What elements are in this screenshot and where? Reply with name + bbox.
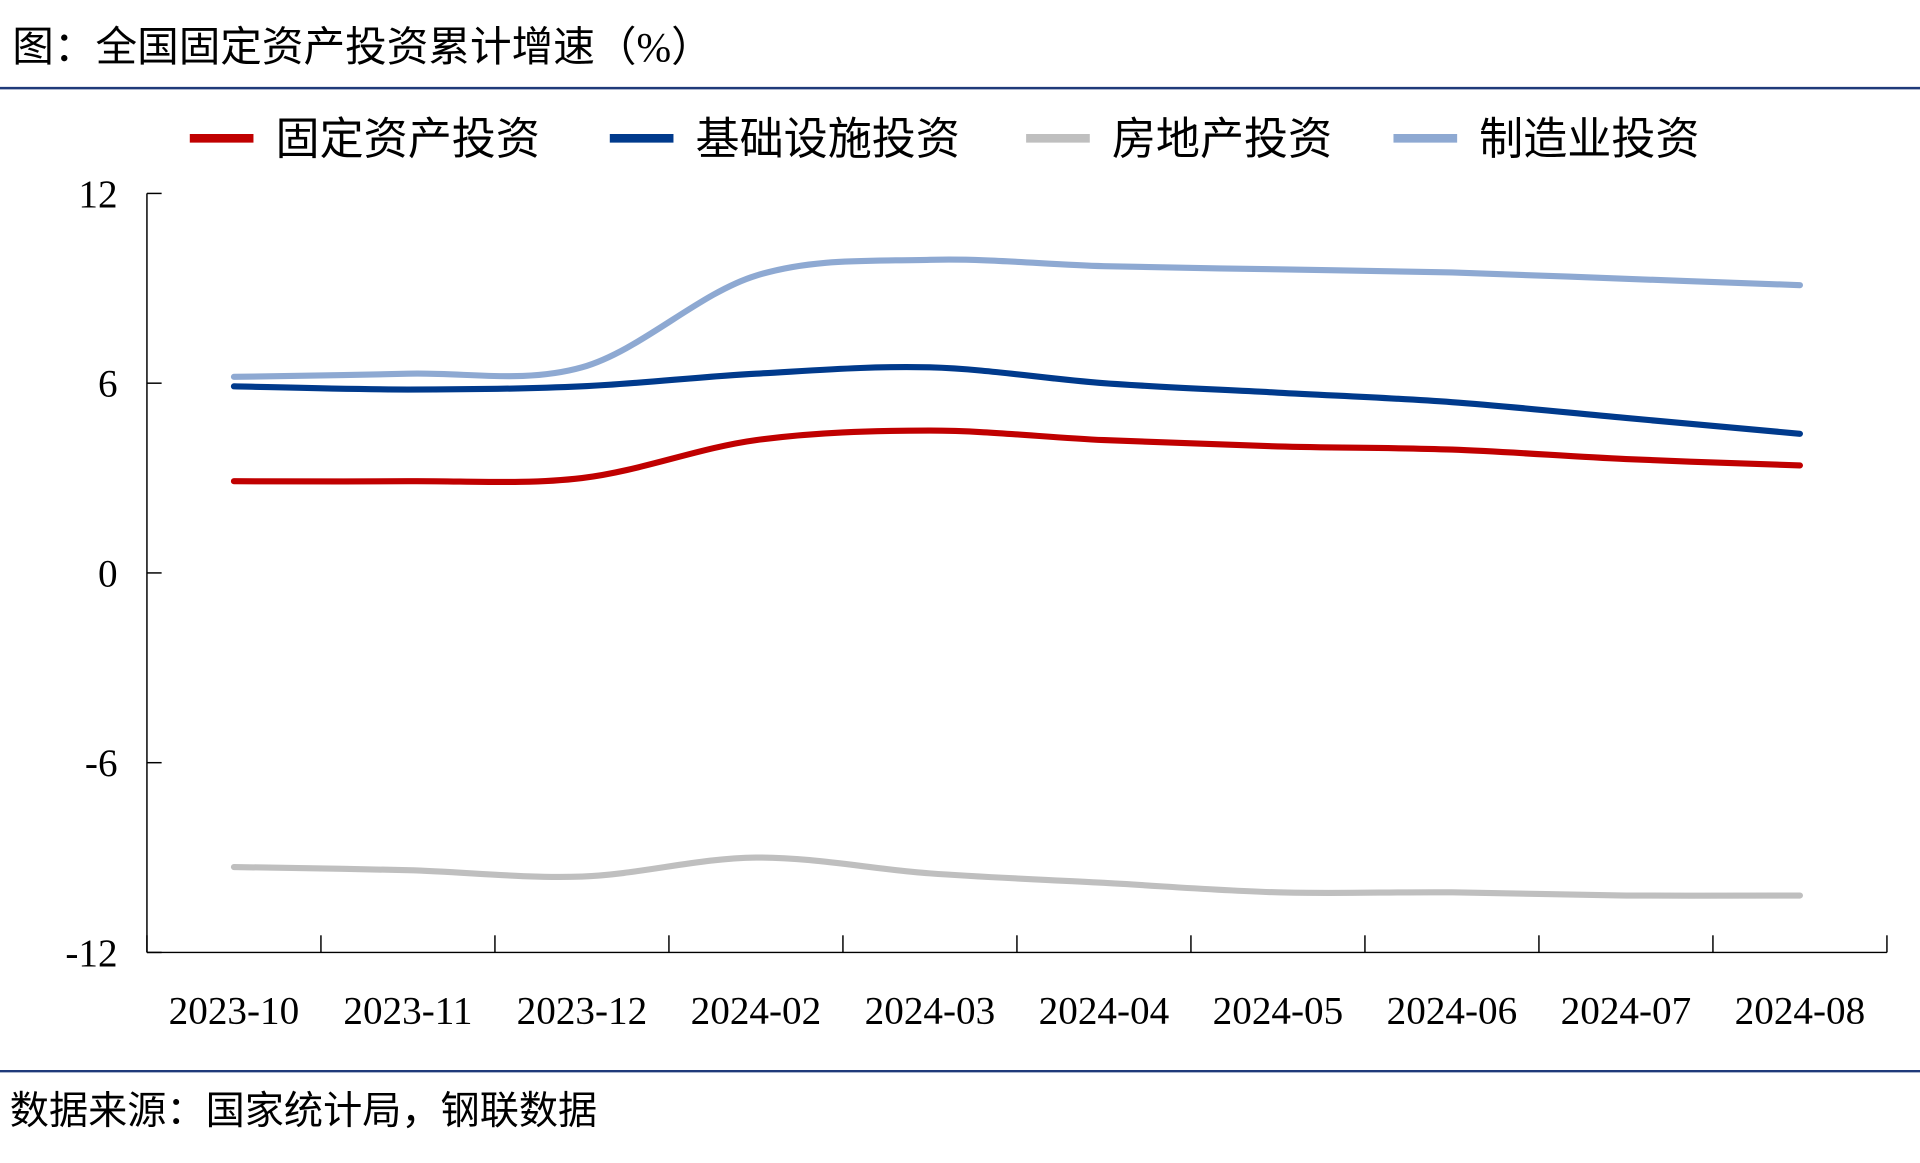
- y-tick-label: 6: [98, 363, 118, 406]
- y-tick-label: 12: [78, 173, 117, 216]
- x-tick-label: 2024-06: [1387, 989, 1518, 1032]
- legend-label: 制造业投资: [1479, 115, 1699, 164]
- x-tick-label: 2024-04: [1039, 989, 1170, 1032]
- source-note: 数据来源：国家统计局，钢联数据: [10, 1090, 597, 1133]
- y-tick-label: -12: [65, 932, 117, 975]
- legend-label: 基础设施投资: [696, 115, 960, 164]
- x-tick-label: 2024-07: [1561, 989, 1692, 1032]
- y-tick-label: 0: [98, 552, 118, 595]
- series-line-0: [230, 427, 1803, 486]
- y-tick-label: -6: [85, 742, 118, 785]
- x-tick-label: 2024-02: [691, 989, 822, 1032]
- legend-label: 固定资产投资: [276, 115, 540, 164]
- x-tick-label: 2023-11: [343, 989, 472, 1032]
- series-line-1: [230, 363, 1803, 437]
- x-tick-label: 2024-03: [865, 989, 996, 1032]
- x-tick-label: 2023-12: [517, 989, 648, 1032]
- series-lines: [230, 256, 1803, 899]
- series-line-3: [230, 256, 1803, 380]
- chart-title: 图：全国固定资产投资累计增速（%）: [12, 24, 713, 71]
- legend: 固定资产投资 基础设施投资 房地产投资 制造业投资: [189, 115, 1700, 164]
- axes: 12 6 0 -6 -12 2023-10 2023-11 2023-12 2024-02 202…: [65, 173, 1888, 1032]
- x-tick-label: 2024-08: [1735, 989, 1866, 1032]
- x-tick-label: 2024-05: [1213, 989, 1344, 1032]
- legend-label: 房地产投资: [1112, 115, 1332, 164]
- x-tick-label: 2023-10: [169, 989, 300, 1032]
- series-line-2: [230, 854, 1803, 899]
